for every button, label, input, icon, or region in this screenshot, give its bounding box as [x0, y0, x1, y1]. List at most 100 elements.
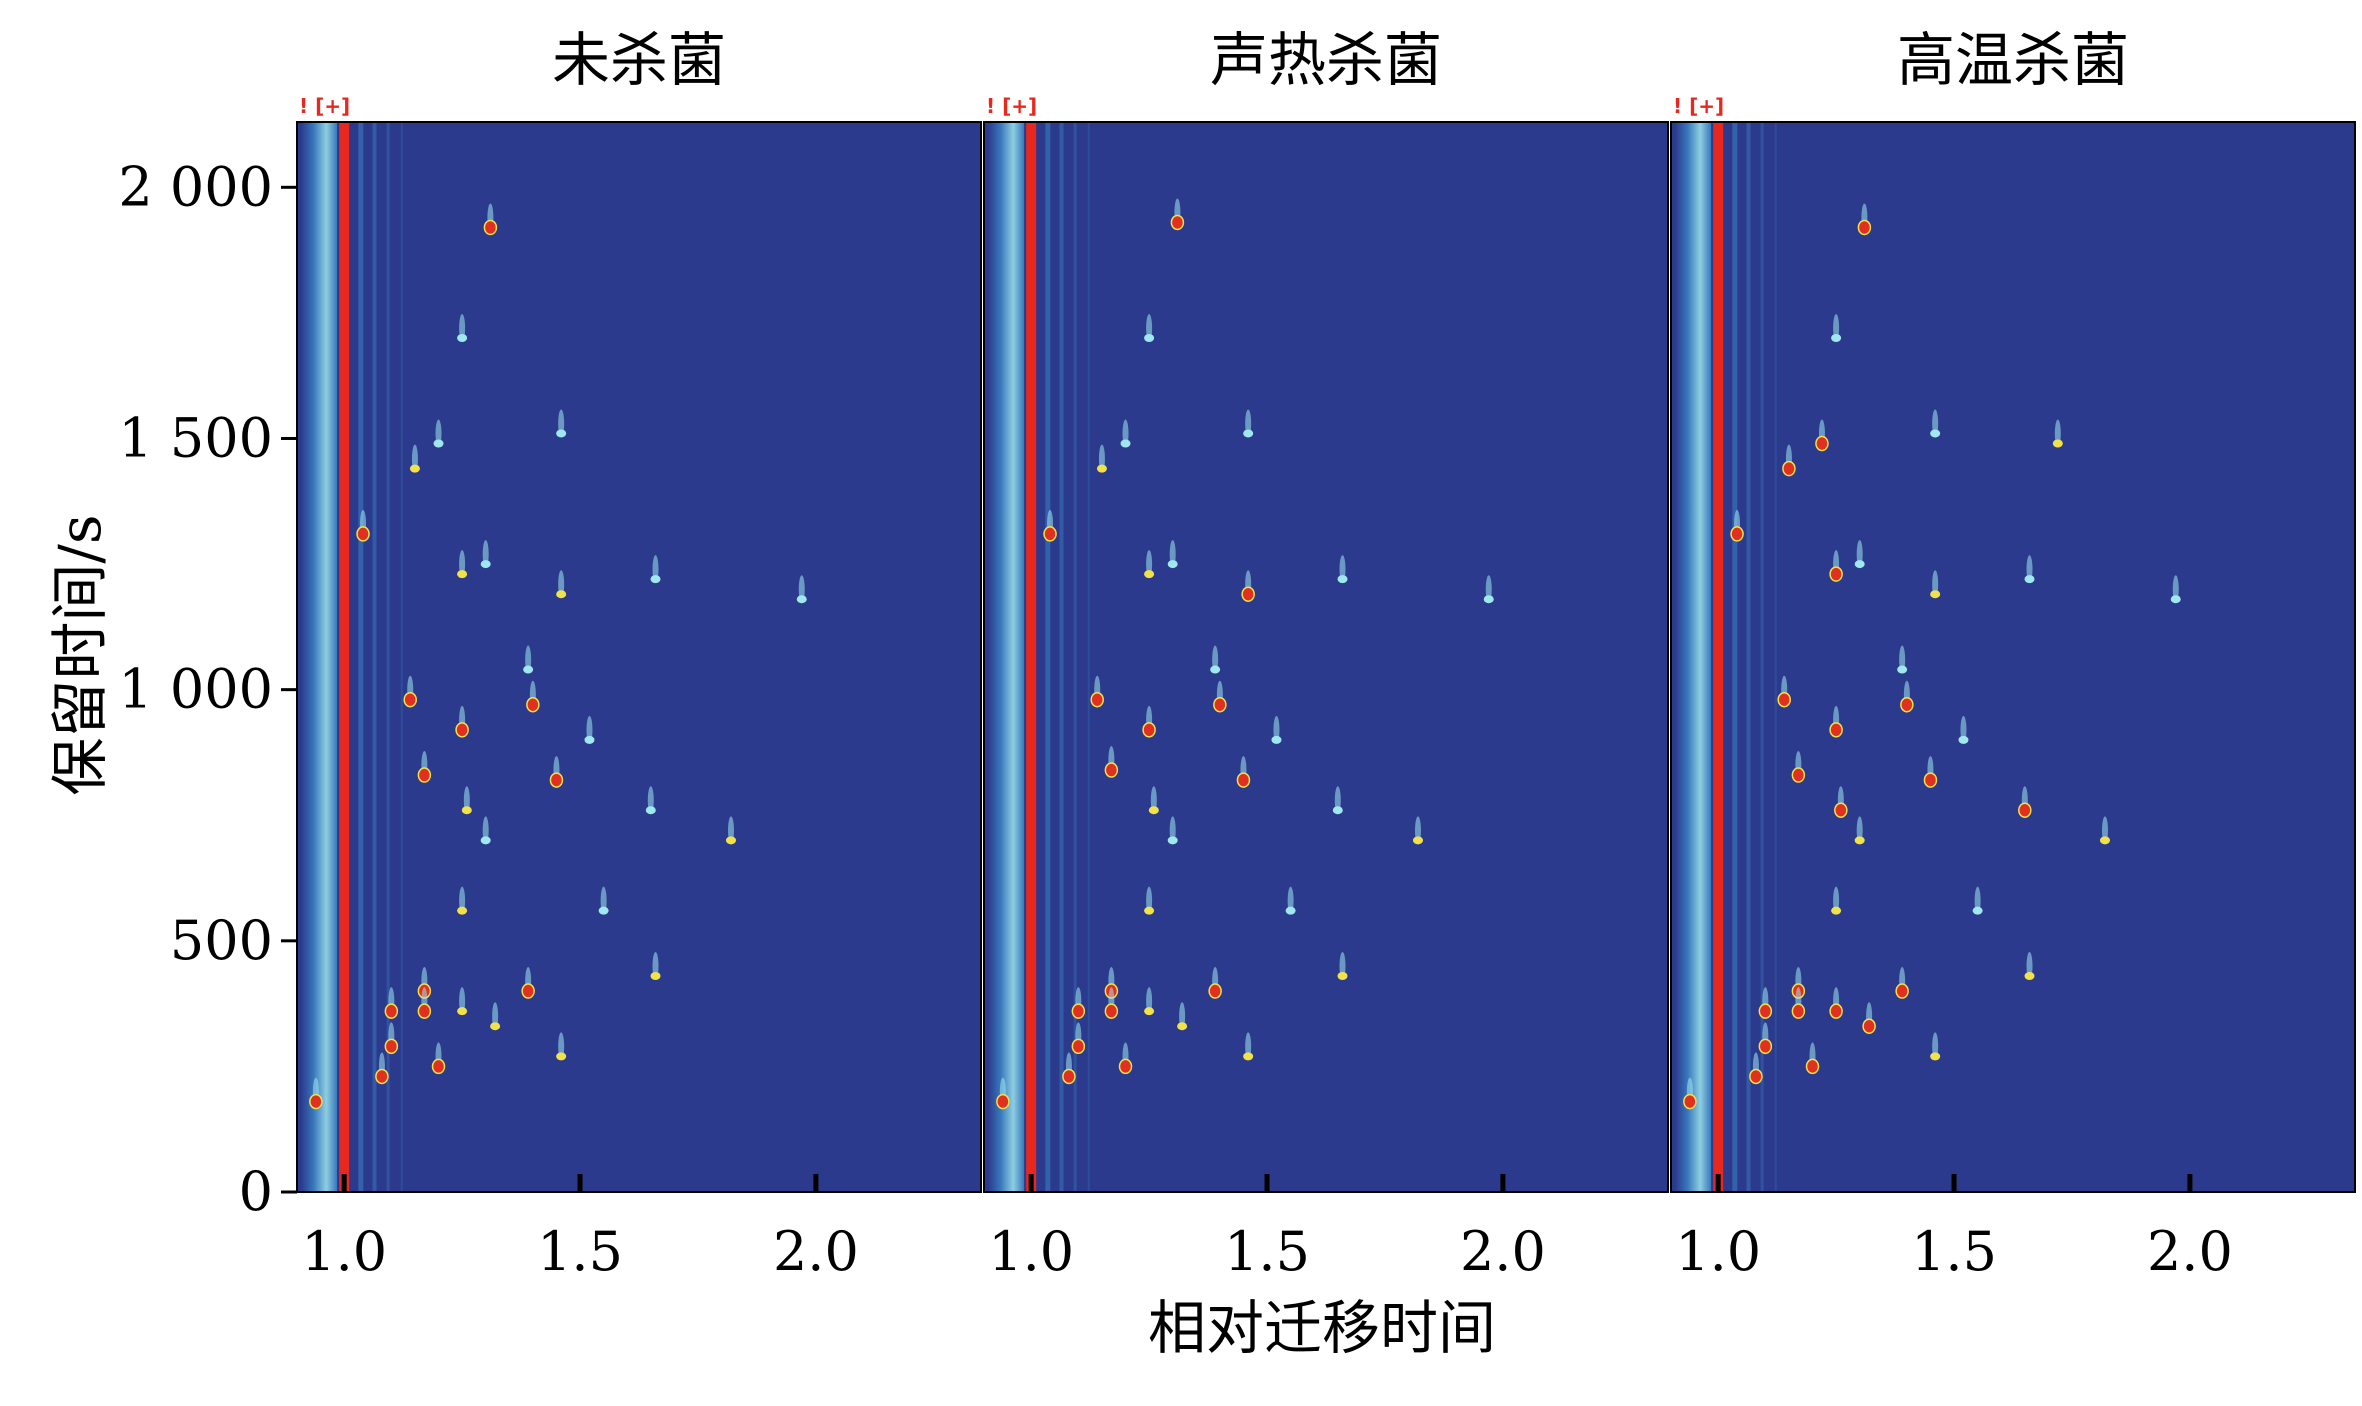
peak-spot — [1829, 566, 1843, 582]
panel-title: 高温杀菌 — [1897, 26, 2129, 94]
peak-spot — [1210, 665, 1221, 674]
peak-spot — [556, 429, 567, 438]
peak-spot — [1148, 806, 1159, 815]
peak-spot — [457, 570, 468, 579]
peak-spot — [1900, 696, 1914, 713]
rip-line — [1713, 122, 1724, 1192]
peak-spot — [1167, 560, 1178, 569]
peak-spot — [483, 219, 498, 236]
panel-background — [297, 122, 981, 1192]
peak-spot — [1777, 691, 1791, 708]
peak-spot — [1170, 214, 1185, 231]
panel-background — [1671, 122, 2355, 1192]
peak-spot — [1683, 1093, 1697, 1110]
peak-spot — [1243, 429, 1254, 438]
peak-spot — [645, 806, 656, 815]
peak-spot — [1096, 464, 1107, 473]
peak-spot — [725, 836, 736, 845]
peak-spot — [461, 806, 472, 815]
x-tick-label: 1.5 — [1911, 1220, 1997, 1283]
y-tick-label: 1 000 — [118, 658, 273, 721]
y-tick-label: 0 — [239, 1160, 273, 1223]
peak-spot — [1144, 1007, 1155, 1016]
peak-spot — [457, 334, 468, 343]
peak-spot — [2024, 971, 2035, 980]
peak-spot — [1483, 595, 1494, 604]
peak-spot — [556, 1052, 567, 1061]
peak-spot — [1285, 906, 1296, 915]
peak-spot — [384, 1038, 399, 1055]
background-streak — [1087, 122, 1090, 1192]
peak-spot — [1120, 439, 1131, 448]
peak-spot — [556, 590, 567, 599]
panel-marker: ! [+] — [986, 94, 1037, 118]
peak-spot — [2170, 595, 2181, 604]
background-streak — [1732, 122, 1738, 1192]
reactant-ion-band — [1675, 122, 1712, 1192]
peak-spot — [384, 1003, 399, 1019]
peak-spot — [1144, 334, 1155, 343]
peak-spot — [996, 1093, 1010, 1110]
background-streak — [1045, 122, 1051, 1192]
reactant-ion-band — [301, 122, 338, 1192]
peak-spot — [417, 1003, 432, 1019]
peak-spot — [417, 767, 432, 783]
peak-spot — [1208, 983, 1222, 999]
peak-spot — [1857, 219, 1872, 236]
peak-spot — [1862, 1018, 1876, 1034]
panel-frame — [983, 121, 1669, 1193]
axes-layer: 0 500 1 000 1 500 2 000 相对迁移时间 保留时间/s — [46, 155, 1496, 1362]
peak-spot — [526, 696, 540, 713]
peak-spot — [375, 1068, 389, 1085]
x-tick-label: 1.5 — [1224, 1220, 1310, 1283]
peak-spot — [1930, 1052, 1941, 1061]
background-streak — [1774, 122, 1777, 1192]
peak-spot — [1104, 762, 1119, 778]
panel-frame — [296, 121, 982, 1193]
x-tick-label: 1.0 — [988, 1220, 1074, 1283]
peak-spot — [1829, 722, 1843, 738]
peak-spot — [584, 735, 595, 744]
panel-title: 未杀菌 — [552, 26, 726, 94]
background-streak — [1746, 122, 1751, 1192]
panel-marker: ! [+] — [1673, 94, 1724, 118]
x-tick-label: 2.0 — [1460, 1220, 1546, 1283]
peak-spot — [1142, 722, 1156, 738]
peak-spot — [309, 1093, 323, 1110]
peak-spot — [457, 906, 468, 915]
background-streak — [1059, 122, 1064, 1192]
peak-spot — [1815, 435, 1829, 452]
peak-spot — [1834, 802, 1848, 818]
peak-spot — [1144, 906, 1155, 915]
peak-spot — [2018, 802, 2032, 818]
peak-spot — [1104, 1003, 1119, 1019]
rip-line — [339, 122, 350, 1192]
x-tick-label: 1.5 — [537, 1220, 623, 1283]
y-axis-title: 保留时间/s — [46, 514, 114, 795]
background-streak — [1073, 122, 1077, 1192]
peak-spot — [2099, 836, 2110, 845]
peak-spot — [1831, 906, 1842, 915]
peak-spot — [1243, 1052, 1254, 1061]
peak-spot — [1895, 983, 1909, 999]
panel-frame — [1670, 121, 2356, 1193]
peak-spot — [455, 722, 469, 738]
peak-spot — [2024, 575, 2035, 584]
peak-spot — [1167, 836, 1178, 845]
peak-spot — [1854, 560, 1865, 569]
peak-spot — [490, 1022, 501, 1031]
peak-spot — [433, 439, 444, 448]
peak-spot — [1412, 836, 1423, 845]
y-tick-label: 1 500 — [118, 406, 273, 469]
peak-spot — [1791, 767, 1806, 783]
peak-spot — [1144, 570, 1155, 579]
peak-spot — [409, 464, 420, 473]
x-tick-label: 1.0 — [301, 1220, 387, 1283]
peak-spot — [521, 983, 535, 999]
peak-spot — [1854, 836, 1865, 845]
peak-spot — [1829, 1003, 1843, 1019]
panel-marker: ! [+] — [299, 94, 350, 118]
x-tick-label: 2.0 — [2147, 1220, 2233, 1283]
peak-spot — [523, 665, 534, 674]
